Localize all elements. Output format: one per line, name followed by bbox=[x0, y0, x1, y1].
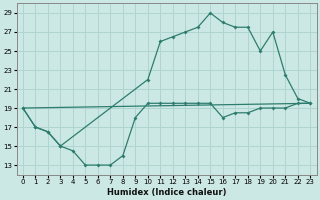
X-axis label: Humidex (Indice chaleur): Humidex (Indice chaleur) bbox=[107, 188, 226, 197]
